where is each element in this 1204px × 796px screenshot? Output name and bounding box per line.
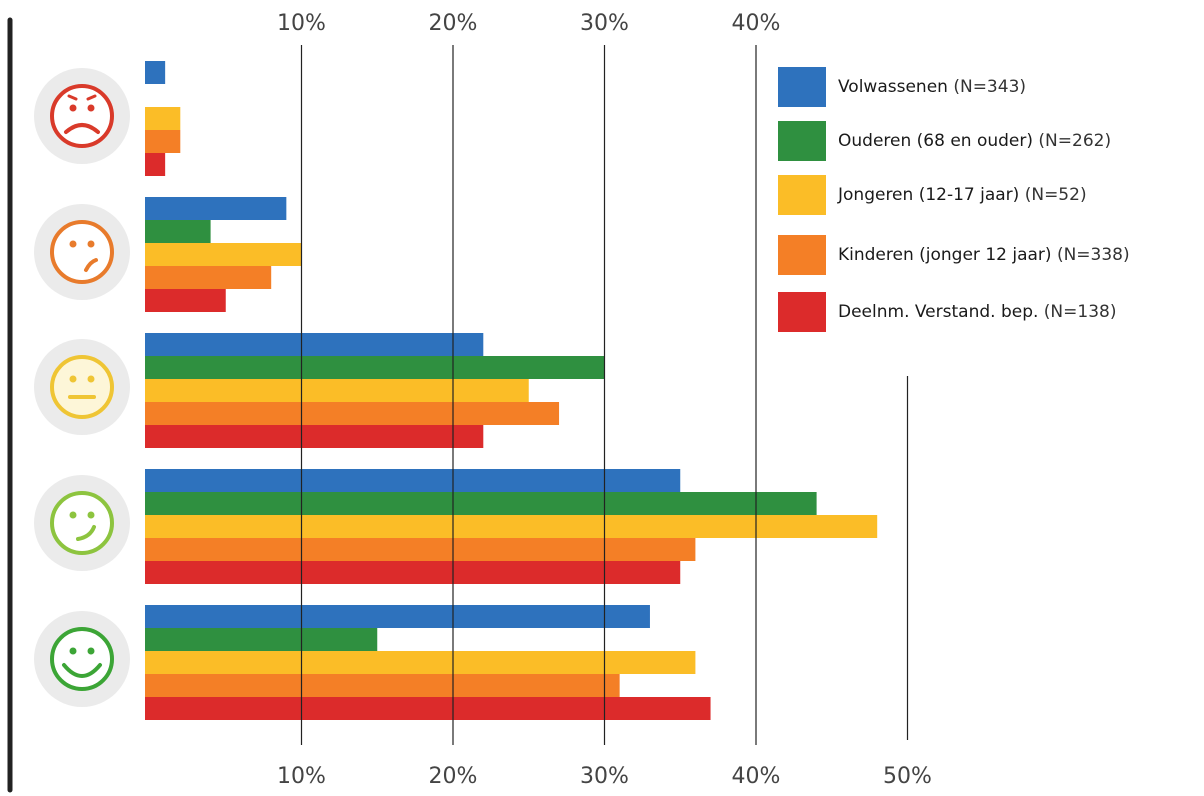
legend-series-name: Jongeren (12-17 jaar) <box>838 185 1020 205</box>
bar-very-unhappy-series-2 <box>145 107 181 130</box>
left-brow <box>67 94 78 101</box>
bar-happy-series-1 <box>145 492 817 515</box>
bar-happy-series-4 <box>145 561 681 584</box>
legend-item: Deelnm. Verstand. bep. (N=138) <box>778 292 1116 332</box>
legend-series-count: (N=138) <box>1038 302 1117 322</box>
right-eye <box>87 104 95 112</box>
bar-neutral-series-0 <box>145 333 484 356</box>
very-unhappy-face-icon <box>34 68 130 164</box>
bar-very-happy-series-3 <box>145 674 620 697</box>
right-eye <box>87 375 95 383</box>
legend-series-count: (N=262) <box>1033 131 1112 151</box>
legend-label: Jongeren (12-17 jaar) (N=52) <box>838 185 1087 205</box>
bar-happy-series-3 <box>145 538 696 561</box>
left-eye <box>69 375 77 383</box>
left-eye <box>69 104 77 112</box>
right-eye <box>87 647 95 655</box>
legend-swatch <box>778 67 826 107</box>
legend-item: Jongeren (12-17 jaar) (N=52) <box>778 175 1087 215</box>
bar-very-happy-series-0 <box>145 605 650 628</box>
legend-series-name: Ouderen (68 en ouder) <box>838 131 1034 151</box>
top-tick-label: 10% <box>277 11 326 36</box>
bar-unhappy-series-2 <box>145 243 302 266</box>
right-eye <box>87 240 95 248</box>
bar-neutral-series-2 <box>145 379 529 402</box>
bar-neutral-series-1 <box>145 356 605 379</box>
face-outline <box>50 355 114 419</box>
legend-item: Kinderen (jonger 12 jaar) (N=338) <box>778 235 1130 275</box>
bar-very-unhappy-series-0 <box>145 61 166 84</box>
bottom-tick-label: 40% <box>732 764 781 789</box>
top-tick-label: 20% <box>429 11 478 36</box>
legend-label: Deelnm. Verstand. bep. (N=138) <box>838 302 1116 322</box>
bar-unhappy-series-4 <box>145 289 226 312</box>
bottom-tick-label: 50% <box>883 764 932 789</box>
right-brow <box>86 94 97 101</box>
right-eye <box>87 511 95 519</box>
mouth <box>62 663 102 678</box>
bottom-tick-label: 10% <box>277 764 326 789</box>
top-tick-label: 40% <box>732 11 781 36</box>
left-eye <box>69 240 77 248</box>
bar-neutral-series-3 <box>145 402 560 425</box>
bar-unhappy-series-0 <box>145 197 287 220</box>
left-eye <box>69 511 77 519</box>
bar-very-unhappy-series-4 <box>145 153 166 176</box>
left-eye <box>69 647 77 655</box>
legend-series-name: Kinderen (jonger 12 jaar) <box>838 245 1052 265</box>
legend-label: Ouderen (68 en ouder) (N=262) <box>838 131 1111 151</box>
mouth <box>76 525 96 541</box>
legend-item: Volwassenen (N=343) <box>778 67 1026 107</box>
legend-label: Kinderen (jonger 12 jaar) (N=338) <box>838 245 1130 265</box>
bar-neutral-series-4 <box>145 425 484 448</box>
legend-swatch <box>778 292 826 332</box>
face-outline <box>50 491 114 555</box>
legend-swatch <box>778 235 826 275</box>
top-tick-label: 30% <box>580 11 629 36</box>
very-happy-face-icon <box>34 611 130 707</box>
neutral-face-icon <box>34 339 130 435</box>
legend-swatch <box>778 175 826 215</box>
bar-unhappy-series-1 <box>145 220 211 243</box>
legend-series-name: Deelnm. Verstand. bep. <box>838 302 1039 322</box>
face-outline <box>50 84 114 148</box>
legend-swatch <box>778 121 826 161</box>
bar-happy-series-2 <box>145 515 878 538</box>
bar-very-unhappy-series-3 <box>145 130 181 153</box>
legend-series-count: (N=343) <box>947 77 1027 97</box>
bar-unhappy-series-3 <box>145 266 272 289</box>
face-outline <box>50 220 114 284</box>
happy-face-icon <box>34 475 130 571</box>
bar-very-happy-series-2 <box>145 651 696 674</box>
legend-series-name: Volwassenen <box>838 77 948 97</box>
mouth <box>64 123 100 134</box>
legend-series-count: (N=52) <box>1019 185 1087 205</box>
legend-series-count: (N=338) <box>1051 245 1130 265</box>
bar-very-happy-series-1 <box>145 628 378 651</box>
mouth <box>84 258 98 272</box>
bar-very-happy-series-4 <box>145 697 711 720</box>
bottom-tick-label: 20% <box>429 764 478 789</box>
bar-happy-series-0 <box>145 469 681 492</box>
legend-label: Volwassenen (N=343) <box>838 77 1026 97</box>
bottom-tick-label: 30% <box>580 764 629 789</box>
legend-item: Ouderen (68 en ouder) (N=262) <box>778 121 1111 161</box>
face-outline <box>50 627 114 691</box>
unhappy-face-icon <box>34 204 130 300</box>
